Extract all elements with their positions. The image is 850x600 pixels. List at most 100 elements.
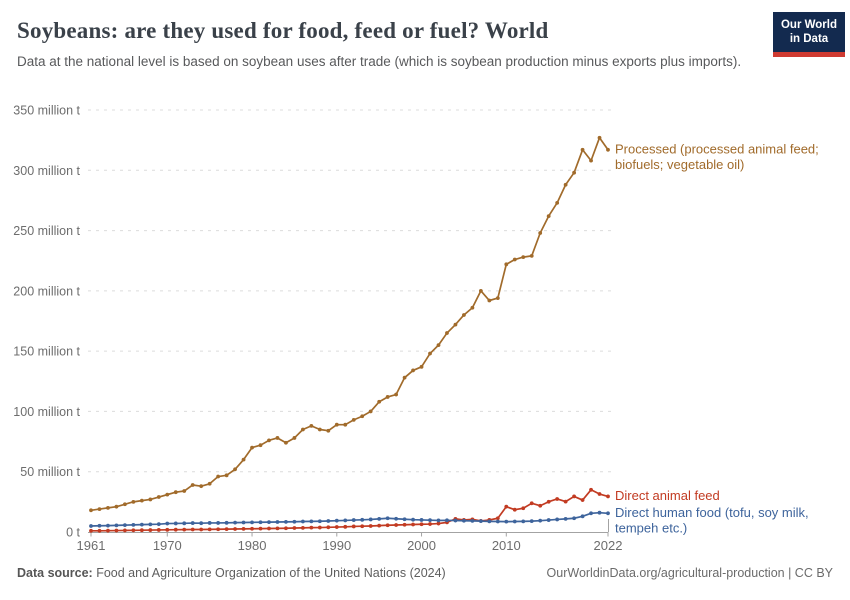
data-point-direct-animal-feed: [368, 524, 373, 528]
data-point-direct-human-food: [207, 521, 212, 525]
data-point-direct-human-food: [267, 520, 271, 525]
data-point-processed: [546, 214, 551, 219]
data-point-direct-animal-feed: [190, 527, 195, 532]
data-point-direct-animal-feed: [114, 528, 119, 533]
data-point-direct-animal-feed: [207, 527, 212, 532]
data-point-direct-animal-feed: [385, 523, 390, 528]
attribution: OurWorldinData.org/agricultural-producti…: [546, 566, 833, 580]
data-point-direct-animal-feed: [589, 487, 593, 492]
data-point-direct-animal-feed: [343, 524, 348, 529]
data-point-processed: [131, 499, 136, 504]
data-point-processed: [478, 288, 483, 293]
data-point-direct-human-food: [351, 518, 356, 522]
data-point-processed: [394, 392, 399, 397]
data-point-direct-animal-feed: [411, 522, 415, 527]
data-point-direct-human-food: [317, 519, 322, 524]
data-point-processed: [241, 457, 246, 462]
series-label-direct-animal-feed: Direct animal feed: [615, 488, 720, 503]
data-point-processed: [411, 368, 415, 373]
data-point-direct-animal-feed: [106, 528, 110, 533]
data-point-direct-animal-feed: [334, 525, 339, 529]
data-point-direct-animal-feed: [309, 525, 314, 530]
data-point-direct-human-food: [428, 518, 432, 523]
data-point-direct-human-food: [284, 519, 288, 524]
data-point-direct-animal-feed: [377, 523, 382, 528]
data-point-processed: [123, 502, 127, 507]
data-point-processed: [148, 497, 153, 502]
owid-logo[interactable]: Our World in Data: [773, 12, 845, 57]
y-axis-labels: 0 t 50 million t 100 million t 150 million …: [13, 104, 80, 540]
data-point-direct-human-food: [216, 521, 221, 525]
data-point-direct-human-food: [495, 519, 500, 524]
data-point-direct-human-food: [148, 522, 153, 527]
data-point-processed: [97, 507, 102, 511]
data-point-processed: [470, 305, 475, 310]
data-point-processed: [529, 253, 534, 258]
data-point-direct-animal-feed: [292, 526, 297, 530]
data-point-direct-animal-feed: [233, 527, 237, 531]
data-point-direct-human-food: [190, 521, 195, 525]
data-point-direct-animal-feed: [317, 525, 322, 530]
data-point-direct-human-food: [411, 517, 415, 522]
data-point-direct-human-food: [250, 520, 254, 525]
series-line-direct-animal-feed: [89, 487, 610, 533]
x-tick-label: 1990: [322, 538, 351, 553]
data-point-direct-human-food: [521, 519, 526, 524]
data-point-processed: [487, 298, 492, 303]
data-point-direct-human-food: [123, 523, 127, 528]
data-point-processed: [504, 262, 509, 267]
data-point-processed: [199, 484, 204, 489]
data-point-direct-animal-feed: [572, 494, 576, 499]
data-point-direct-human-food: [309, 519, 314, 524]
data-point-direct-animal-feed: [580, 498, 585, 502]
data-point-processed: [173, 490, 178, 495]
data-point-direct-human-food: [546, 518, 551, 522]
data-point-direct-animal-feed: [165, 527, 170, 532]
data-point-direct-human-food: [292, 519, 297, 524]
data-point-direct-human-food: [165, 521, 170, 526]
data-point-direct-human-food: [156, 522, 161, 527]
data-point-direct-human-food: [538, 518, 543, 523]
data-point-direct-animal-feed: [199, 527, 204, 532]
x-tick-label: 1970: [153, 538, 182, 553]
data-point-direct-animal-feed: [538, 503, 543, 508]
data-point-direct-human-food: [470, 519, 475, 523]
y-tick-label: 250 million t: [13, 224, 80, 238]
data-point-processed: [224, 473, 229, 478]
data-point-processed: [521, 255, 526, 259]
data-point-direct-human-food: [173, 521, 178, 526]
data-point-direct-animal-feed: [216, 527, 221, 532]
y-tick-label: 150 million t: [13, 345, 80, 359]
data-point-direct-animal-feed: [275, 526, 280, 531]
data-point-direct-animal-feed: [495, 516, 500, 521]
data-point-direct-human-food: [300, 519, 305, 524]
data-point-direct-human-food: [394, 516, 399, 521]
data-point-direct-human-food: [368, 517, 373, 522]
data-point-direct-animal-feed: [241, 526, 246, 531]
data-point-processed: [538, 231, 543, 235]
data-point-direct-animal-feed: [284, 526, 288, 531]
data-point-direct-animal-feed: [529, 501, 534, 506]
data-point-processed: [377, 399, 382, 404]
y-tick-label: 300 million t: [13, 164, 80, 178]
data-point-direct-human-food: [589, 511, 593, 516]
data-point-processed: [495, 296, 500, 300]
data-point-processed: [462, 313, 466, 317]
data-point-direct-human-food: [529, 519, 534, 524]
owid-logo-line2: in Data: [789, 33, 829, 46]
data-point-direct-animal-feed: [597, 492, 602, 496]
data-point-direct-animal-feed: [89, 528, 93, 533]
data-point-processed: [419, 364, 424, 369]
data-point-processed: [309, 423, 314, 428]
data-point-direct-animal-feed: [402, 522, 407, 527]
data-point-processed: [317, 427, 322, 432]
data-point-direct-human-food: [258, 520, 263, 525]
series-label-processed: Processed (processed animal feed; biofuel…: [615, 141, 819, 172]
y-gridlines: [88, 109, 613, 473]
data-point-direct-human-food: [606, 511, 610, 516]
data-point-direct-human-food: [275, 520, 280, 524]
data-point-processed: [267, 438, 271, 443]
data-point-direct-human-food: [402, 517, 407, 522]
data-point-direct-human-food: [462, 518, 466, 523]
